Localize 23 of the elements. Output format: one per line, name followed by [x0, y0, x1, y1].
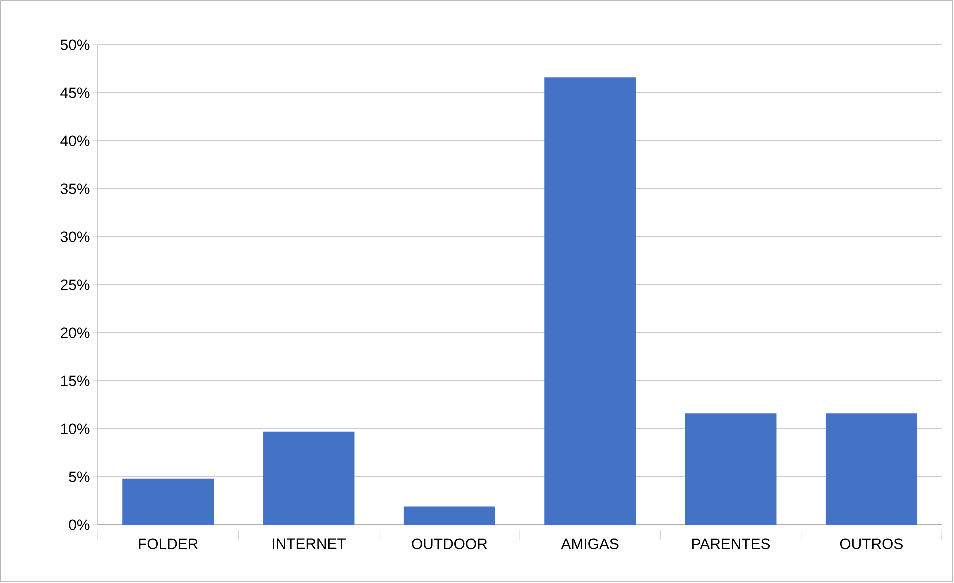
y-tick-label: 45% — [60, 88, 90, 98]
y-tick-label: 30% — [60, 232, 90, 242]
bar — [263, 432, 355, 525]
bar — [826, 414, 918, 525]
x-tick-label: INTERNET — [273, 538, 346, 550]
bar — [685, 414, 777, 525]
y-tick-label: 15% — [61, 376, 90, 386]
x-tick-label: FOLDER — [139, 538, 198, 550]
bar — [122, 478, 214, 525]
x-tick-label: AMIGAS — [561, 538, 619, 550]
y-tick-label: 0% — [69, 520, 90, 530]
bar — [404, 506, 496, 525]
x-tick-label: OUTROS — [840, 538, 903, 550]
y-tick-label: 40% — [60, 136, 90, 146]
y-tick-label: 35% — [60, 184, 90, 194]
y-tick-label: 50% — [60, 40, 90, 50]
x-tick-label: OUTDOOR — [412, 538, 488, 550]
y-tick-label: 10% — [61, 424, 90, 434]
y-tick-label: 5% — [69, 472, 90, 482]
y-tick-label: 25% — [61, 280, 90, 290]
y-tick-label: 20% — [61, 328, 90, 338]
bar — [544, 78, 636, 525]
x-tick-label: PARENTES — [692, 538, 770, 550]
